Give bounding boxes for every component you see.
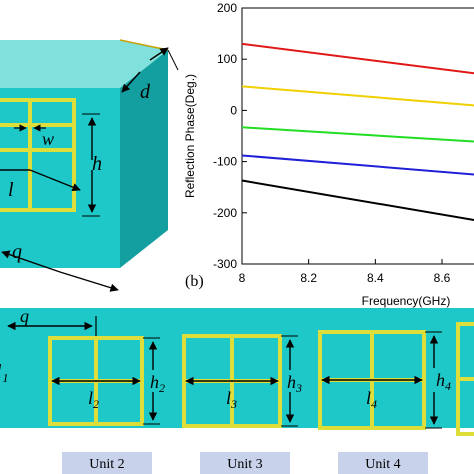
unit-2-h-subscript: 2 bbox=[159, 381, 165, 395]
chart-series-group bbox=[241, 42, 474, 221]
x-tick-group: 8 8.2 8.4 8.6 bbox=[239, 259, 451, 285]
caption-unit-4: Unit 4 bbox=[365, 457, 400, 472]
unit-3-l-label: l bbox=[226, 388, 231, 408]
unit-2-cell: l2 h2 bbox=[48, 336, 165, 426]
dim-label-d: d bbox=[140, 81, 151, 103]
svg-text:l3: l3 bbox=[226, 388, 237, 411]
unit-4-h-label: h bbox=[436, 370, 445, 390]
x-tick-label: 8.2 bbox=[300, 271, 317, 285]
y-tick-label: -100 bbox=[213, 155, 237, 169]
x-tick-label: 8.4 bbox=[367, 271, 384, 285]
unit-5-partial-cell bbox=[456, 322, 474, 436]
series-line-1 bbox=[241, 42, 474, 75]
chart-plot-area bbox=[241, 7, 474, 265]
y-tick-label: -200 bbox=[213, 206, 237, 220]
series-line-2 bbox=[241, 85, 474, 107]
panel-label-b: (b) bbox=[185, 273, 204, 290]
unit-2-l-label: l bbox=[88, 388, 93, 408]
svg-text:l4: l4 bbox=[366, 388, 377, 411]
unit-2-h-label: h bbox=[150, 372, 159, 392]
strip-dim-label-q: q bbox=[20, 306, 29, 326]
unit-2-l-subscript: 2 bbox=[93, 397, 99, 411]
chart-x-axis-label: Frequency(GHz) bbox=[362, 294, 451, 308]
caption-box-unit-2 bbox=[62, 452, 152, 474]
series-line-3 bbox=[241, 126, 474, 143]
svg-text:h3: h3 bbox=[287, 372, 302, 395]
substrate-front-face bbox=[0, 88, 120, 268]
unit-3-l-subscript: 3 bbox=[230, 397, 237, 411]
unit-4-cell: l4 h4 bbox=[318, 330, 451, 430]
y-tick-label: 100 bbox=[217, 52, 237, 66]
unit-4-l-label: l bbox=[366, 388, 371, 408]
dim-label-l: l bbox=[8, 179, 14, 201]
unit-4-h-subscript: 4 bbox=[445, 379, 451, 393]
caption-unit-3: Unit 3 bbox=[227, 457, 262, 472]
strip-substrate bbox=[0, 308, 474, 428]
y-tick-group: 200 100 0 -100 -200 -300 bbox=[213, 1, 247, 271]
y-tick-label: -300 bbox=[213, 257, 237, 271]
caption-box-unit-4 bbox=[338, 452, 428, 474]
svg-text:h4: h4 bbox=[436, 370, 451, 393]
svg-text:l2: l2 bbox=[88, 388, 99, 411]
series-line-5 bbox=[241, 179, 474, 221]
dim-label-q: q bbox=[12, 241, 22, 263]
y-tick-label: 0 bbox=[230, 103, 237, 117]
unit-captions: Unit 2 Unit 3 Unit 4 bbox=[62, 452, 428, 474]
unit-cell-strip: l₁ q l2 h2 bbox=[0, 306, 474, 436]
substrate-top-face bbox=[0, 40, 168, 88]
substrate-side-face bbox=[120, 50, 168, 268]
metal-patch-grid bbox=[0, 98, 76, 212]
svg-text:h2: h2 bbox=[150, 372, 165, 395]
series-line-4 bbox=[241, 154, 474, 176]
substrate-3d-illustration: w l h d q bbox=[0, 39, 179, 292]
unit-3-cell: l3 h3 bbox=[182, 334, 302, 428]
y-tick-label: 200 bbox=[217, 1, 237, 15]
left-edge-label: l₁ bbox=[0, 361, 9, 383]
unit-3-h-subscript: 3 bbox=[295, 381, 302, 395]
unit-4-l-subscript: 4 bbox=[371, 397, 377, 411]
reflection-phase-chart: 200 100 0 -100 -200 -300 8 8.2 8.4 8.6 Reflectio… bbox=[183, 1, 474, 308]
dim-label-h: h bbox=[92, 153, 102, 175]
dim-label-w: w bbox=[42, 129, 54, 149]
caption-unit-2: Unit 2 bbox=[89, 457, 124, 472]
x-tick-label: 8 bbox=[239, 271, 246, 285]
unit-3-h-label: h bbox=[287, 372, 296, 392]
caption-box-unit-3 bbox=[200, 452, 290, 474]
chart-y-axis-label: Reflection Phase(Deg.) bbox=[183, 74, 197, 198]
x-tick-label: 8.6 bbox=[434, 271, 451, 285]
